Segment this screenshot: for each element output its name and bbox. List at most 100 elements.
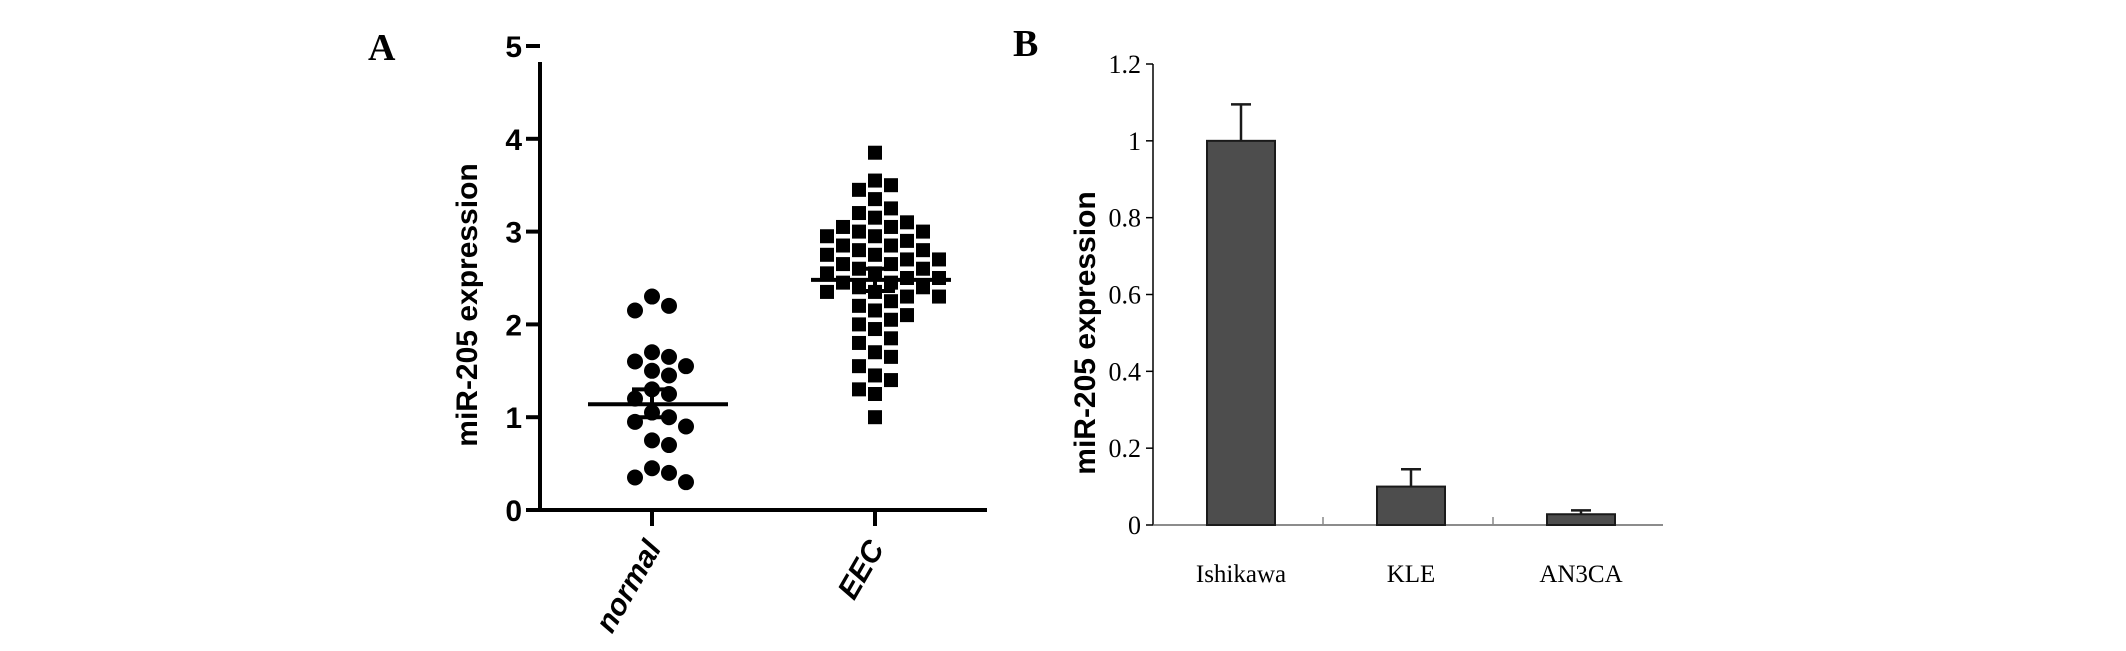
panel-a-point-eec — [916, 280, 930, 295]
panel-a-scatter: miR-205 expression 0 1 2 3 4 5 normal EEC — [451, 31, 987, 638]
panel-a-xtick-label: normal — [589, 534, 668, 638]
panel-a-point-eec — [868, 210, 882, 225]
panel-b-ytick-label: 0.6 — [1109, 281, 1142, 310]
panel-a-point-normal — [678, 358, 694, 375]
panel-a-point-eec — [884, 349, 898, 364]
panel-a-point-eec — [916, 224, 930, 239]
panel-a-point-eec — [852, 359, 866, 374]
panel-label-b: B — [1013, 23, 1038, 65]
panel-b-ytick-label: 0 — [1128, 511, 1141, 540]
panel-a-point-eec — [884, 275, 898, 290]
panel-a-point-normal — [661, 297, 677, 314]
panel-a-ytick-label: 0 — [505, 495, 522, 528]
panel-a-point-eec — [868, 345, 882, 360]
panel-b-bars: Ishikawa KLE AN3CA — [1196, 103, 1623, 588]
panel-a-point-normal — [627, 469, 643, 486]
panel-a-point-eec — [884, 219, 898, 234]
panel-a-point-normal — [644, 344, 660, 361]
panel-a-point-eec — [884, 373, 898, 388]
panel-a-point-eec — [868, 368, 882, 383]
panel-a-point-eec — [836, 219, 850, 234]
panel-a-point-normal — [644, 460, 660, 477]
panel-a-point-eec — [820, 284, 834, 299]
panel-a-point-eec — [868, 247, 882, 262]
panel-a-points — [627, 145, 946, 491]
panel-a-point-eec — [836, 257, 850, 272]
panel-a-point-eec — [868, 229, 882, 244]
panel-a-point-eec — [884, 331, 898, 346]
panel-a-point-normal — [678, 474, 694, 491]
panel-b-bar-chart: miR-205 expression 0 0.2 0.4 0.6 0.8 1 1.2 Ish… — [1069, 50, 1663, 588]
panel-b-xtick-label: Ishikawa — [1196, 561, 1286, 588]
panel-a-point-eec — [868, 192, 882, 207]
panel-b-xtick-label: KLE — [1387, 561, 1436, 588]
panel-a-point-eec — [900, 289, 914, 304]
panel-a-ytick-label: 5 — [505, 31, 522, 64]
panel-a-point-eec — [820, 266, 834, 281]
panel-a-ytick-label: 3 — [505, 217, 522, 250]
panel-a-point-eec — [852, 182, 866, 197]
panel-a-point-eec — [836, 238, 850, 253]
panel-a-point-normal — [627, 353, 643, 370]
panel-a-point-eec — [836, 275, 850, 290]
panel-a-y-ticks: 0 1 2 3 4 5 — [505, 31, 540, 528]
panel-a-point-eec — [916, 261, 930, 276]
panel-a-point-eec — [900, 215, 914, 230]
panel-b-ylabel: miR-205 expression — [1069, 191, 1102, 474]
panel-a-point-eec — [852, 298, 866, 313]
panel-b-ytick-label: 1.2 — [1109, 50, 1142, 79]
panel-a-ytick-label: 4 — [505, 124, 522, 157]
panel-b-xtick-label: AN3CA — [1539, 561, 1622, 588]
panel-a-point-eec — [884, 294, 898, 309]
panel-a-point-eec — [900, 308, 914, 323]
panel-a-point-eec — [868, 410, 882, 425]
panel-a-point-normal — [644, 432, 660, 449]
panel-a-xtick-label: EEC — [832, 534, 892, 605]
panel-a-point-eec — [852, 317, 866, 332]
panel-a-point-normal — [661, 348, 677, 365]
panel-b-bar — [1546, 513, 1616, 527]
panel-a-point-eec — [932, 252, 946, 267]
panel-b-ytick-label: 0.2 — [1109, 434, 1142, 463]
panel-b-ytick-label: 1 — [1128, 127, 1141, 156]
panel-a-point-eec — [884, 178, 898, 193]
panel-a-ylabel: miR-205 expression — [451, 163, 484, 446]
panel-a-point-normal — [644, 362, 660, 379]
panel-a-point-eec — [916, 243, 930, 258]
panel-a-point-eec — [900, 252, 914, 267]
panel-a-point-eec — [852, 206, 866, 221]
panel-a-point-eec — [868, 173, 882, 188]
panel-a-mean-sem — [588, 266, 951, 420]
panel-b-bar — [1376, 485, 1446, 527]
panel-a-point-eec — [884, 201, 898, 216]
panel-a-point-eec — [884, 312, 898, 327]
panel-b-bar — [1206, 139, 1276, 526]
panel-a-x-ticks: normal EEC — [589, 510, 892, 638]
panel-a-point-eec — [900, 233, 914, 248]
panel-a-point-eec — [852, 382, 866, 397]
panel-a-point-eec — [868, 322, 882, 337]
panel-a-point-eec — [852, 243, 866, 258]
panel-a-point-eec — [852, 224, 866, 239]
panel-label-a: A — [368, 27, 396, 69]
panel-a-point-eec — [868, 303, 882, 318]
panel-a-point-normal — [661, 437, 677, 454]
panel-a-point-eec — [868, 145, 882, 160]
panel-a-ytick-label: 2 — [505, 309, 522, 342]
panel-a-point-eec — [932, 289, 946, 304]
panel-a-ytick-label: 1 — [505, 402, 522, 435]
panel-a-point-normal — [678, 418, 694, 435]
panel-a-point-normal — [661, 367, 677, 384]
panel-b-y-ticks: 0 0.2 0.4 0.6 0.8 1 1.2 — [1109, 50, 1494, 540]
panel-a-point-normal — [661, 464, 677, 481]
panel-a-point-normal — [627, 302, 643, 319]
panel-a-point-eec — [820, 229, 834, 244]
panel-a-point-eec — [852, 335, 866, 350]
panel-b-ytick-label: 0.8 — [1109, 204, 1142, 233]
panel-a-point-eec — [820, 247, 834, 262]
panel-a-point-normal — [644, 288, 660, 305]
panel-a-point-eec — [884, 238, 898, 253]
panel-a-point-eec — [868, 387, 882, 401]
